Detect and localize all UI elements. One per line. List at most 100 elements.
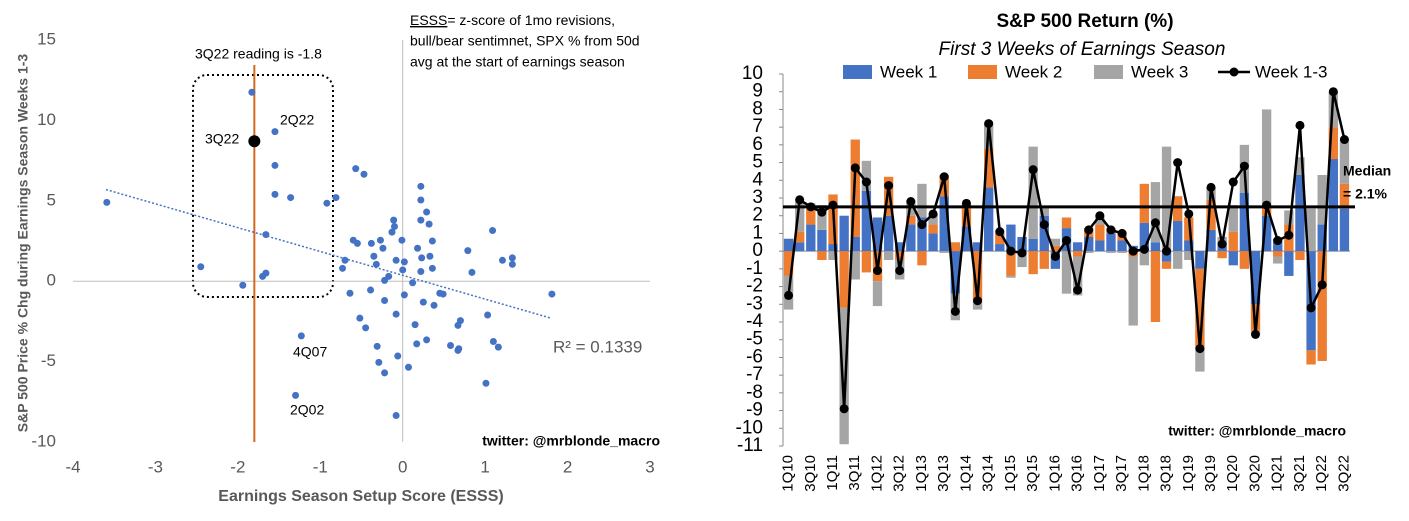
bar-segment	[1095, 240, 1105, 252]
y-tick-label: 0	[752, 240, 763, 261]
bar-segment	[1072, 256, 1083, 296]
bar-segment	[939, 251, 949, 253]
total-marker	[1173, 158, 1183, 168]
bar-segment	[1173, 196, 1183, 222]
legend-marker	[1229, 67, 1239, 77]
x-tick-label: 3Q21	[1291, 455, 1308, 492]
scatter-point	[385, 272, 393, 280]
total-marker	[1150, 218, 1160, 228]
scatter-point	[428, 237, 436, 245]
total-marker	[1139, 244, 1149, 254]
bar-segment	[1006, 224, 1016, 252]
scatter-point	[372, 260, 380, 268]
x-tick-label: 3Q13	[935, 455, 952, 492]
x-tick-label: 1Q21	[1269, 455, 1286, 492]
y-tick-label: -3	[746, 293, 763, 314]
total-marker	[917, 220, 927, 230]
total-marker	[1195, 344, 1205, 354]
x-tick-label: 1Q11	[824, 455, 841, 491]
total-marker	[1017, 248, 1027, 258]
bar-segment	[795, 231, 805, 243]
scatter-point	[356, 314, 364, 322]
bar-segment	[1084, 236, 1094, 252]
x-tick-label: 1Q12	[868, 455, 885, 492]
bar-segment	[917, 251, 927, 266]
scatter-point	[271, 190, 279, 198]
scatter-point	[468, 268, 476, 276]
bar-segment	[950, 251, 960, 294]
scatter-point	[423, 208, 431, 216]
total-marker	[973, 296, 983, 306]
y-tick-label: -10	[31, 431, 56, 450]
bar-segment	[795, 201, 805, 232]
scatter-point	[417, 216, 425, 224]
legend-label: Week 2	[1005, 62, 1062, 81]
scatter-point	[370, 252, 378, 260]
total-marker	[1062, 236, 1071, 246]
x-tick-label: 3Q15	[1024, 455, 1041, 492]
legend-swatch	[968, 65, 997, 79]
scatter-point	[398, 236, 406, 244]
y-tick-label: 5	[752, 152, 763, 173]
total-marker	[939, 172, 949, 182]
legend-swatch	[843, 65, 872, 79]
chart-title: S&P 500 Return (%)	[996, 11, 1173, 32]
reference-label: 3Q22 reading is -1.8	[195, 46, 322, 62]
bar-segment	[906, 215, 916, 225]
bar-segment	[883, 251, 894, 260]
total-marker	[1006, 246, 1016, 256]
scatter-point	[360, 170, 368, 178]
x-tick-label: -3	[148, 457, 163, 476]
x-tick-label: 3Q17	[1113, 455, 1130, 492]
scatter-point	[271, 128, 279, 136]
median-label: = 2.1%	[1343, 186, 1388, 202]
y-axis-title: S&P 500 Price % Chg during Earnings Seas…	[15, 54, 31, 433]
y-tick-label: 2	[752, 205, 763, 226]
scatter-point	[426, 252, 434, 260]
scatter-point	[400, 258, 408, 266]
bar-segment	[1195, 251, 1205, 269]
bar-segment	[1295, 157, 1305, 175]
total-marker	[784, 290, 794, 300]
x-tick-label: 1Q18	[1135, 455, 1152, 492]
scatter-point	[262, 231, 270, 239]
scatter-point	[428, 264, 436, 272]
bar-segment	[1139, 183, 1149, 223]
scatter-point	[197, 263, 205, 271]
bar-segment	[1295, 174, 1305, 252]
total-marker	[1162, 246, 1172, 256]
scatter-point	[346, 289, 354, 297]
bar-segment	[984, 148, 994, 188]
bar-segment	[1206, 199, 1216, 230]
r-squared: R² = 0.1339	[553, 337, 642, 356]
bar-segment	[1061, 251, 1072, 294]
bar-segment	[984, 187, 994, 252]
scatter-point	[248, 88, 256, 96]
bar-segment	[1161, 251, 1172, 262]
bar-segment	[1173, 221, 1183, 252]
bar-segment	[1072, 251, 1083, 257]
bar-segment	[806, 224, 816, 252]
x-tick-label: 1Q20	[1224, 455, 1241, 492]
bar-segment	[1006, 251, 1016, 276]
bar-segment	[928, 213, 938, 225]
bar-segment	[1239, 251, 1250, 269]
legend-label: Week 1-3	[1255, 62, 1327, 81]
x-tick-label: 3Q19	[1202, 455, 1219, 492]
bar-segment	[828, 244, 838, 252]
scatter-point	[392, 310, 400, 318]
scatter-point	[400, 291, 408, 299]
x-tick-label: 3Q14	[980, 455, 997, 492]
scatter-point	[484, 311, 492, 319]
bar-segment	[1072, 242, 1083, 252]
bar-segment	[783, 251, 794, 276]
total-marker	[1295, 120, 1305, 130]
scatter-point	[362, 324, 370, 332]
bar-segment	[972, 242, 983, 252]
bar-segment	[895, 242, 905, 252]
bar-segment	[861, 160, 872, 191]
x-tick-label: 3Q11	[846, 455, 863, 491]
scatter-point	[417, 268, 425, 276]
bar-segment	[1117, 251, 1127, 253]
bar-segment	[806, 208, 816, 225]
